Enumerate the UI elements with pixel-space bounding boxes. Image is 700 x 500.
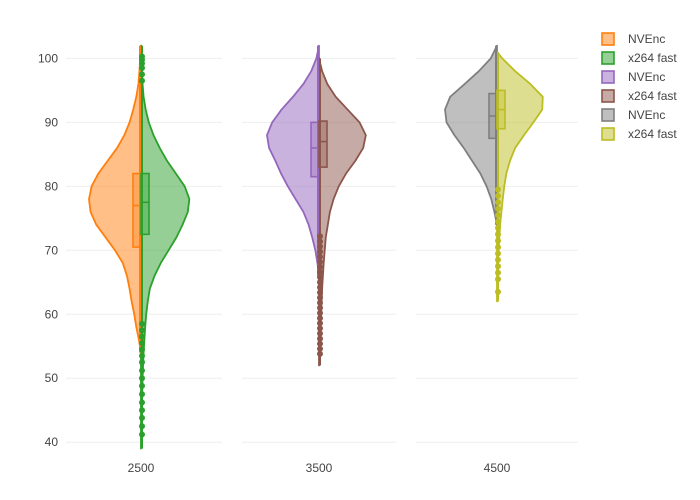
outlier-point-x264-fast-3500-4[interactable] [317, 335, 323, 342]
outlier-point-x264-fast-2500-2[interactable] [139, 423, 145, 430]
outlier-point-x264-fast-4500-15[interactable] [495, 192, 501, 199]
box-nvenc-3500[interactable] [310, 121, 320, 178]
outlier-point-x264-fast-4500-7[interactable] [495, 244, 501, 251]
outlier-point-x264-fast-3500-17[interactable] [317, 269, 323, 276]
outlier-point-x264-fast-4500-12[interactable] [495, 212, 501, 219]
outlier-point-x264-fast-3500-6[interactable] [317, 325, 323, 332]
outlier-point-x264-fast-2500-15[interactable] [139, 327, 145, 334]
outlier-point-x264-fast-3500-9[interactable] [317, 309, 323, 316]
outlier-point-x264-fast-2500-1[interactable] [139, 431, 145, 438]
outlier-point-x264-fast-3500-22[interactable] [317, 243, 323, 250]
outlier-point-x264-fast-4500-2[interactable] [495, 276, 501, 283]
legend-label-x264-fast-6[interactable]: x264 fast [628, 127, 677, 141]
outlier-point-x264-fast-2500-17[interactable] [139, 77, 145, 84]
legend[interactable]: NVEnc x264 fast NVEnc x264 fast NVEnc x264 fa… [601, 32, 677, 141]
outlier-point-x264-fast-4500-6[interactable] [495, 250, 501, 257]
legend-label-nvenc-3[interactable]: NVEnc [628, 70, 665, 84]
legend-label-nvenc-5[interactable]: NVEnc [628, 108, 665, 122]
outlier-point-x264-fast-3500-12[interactable] [317, 294, 323, 301]
outlier-point-x264-fast-4500-8[interactable] [495, 237, 501, 244]
outlier-point-x264-fast-2500-16[interactable] [139, 320, 145, 327]
axes: 40 50 60 70 80 90 100 2500 3500 4500 [38, 51, 511, 475]
box-plots [132, 45, 506, 449]
outlier-point-x264-fast-2500-13[interactable] [139, 340, 145, 347]
outlier-point-x264-fast-4500-13[interactable] [495, 205, 501, 212]
outlier-point-x264-fast-3500-2[interactable] [317, 345, 323, 352]
violin-x264-fast-2500[interactable] [140, 44, 191, 450]
outlier-point-x264-fast-4500-1[interactable] [495, 288, 501, 295]
outlier-point-x264-fast-4500-9[interactable] [495, 231, 501, 238]
outlier-point-x264-fast-4500-14[interactable] [495, 199, 501, 206]
outlier-point-x264-fast-3500-18[interactable] [317, 263, 323, 270]
y-tick-label-40: 40 [45, 435, 59, 449]
violin-x264-fast-4500[interactable] [496, 51, 544, 303]
outlier-point-x264-fast-2500-10[interactable] [139, 359, 145, 366]
y-tick-label-50: 50 [45, 371, 59, 385]
outlier-point-x264-fast-3500-21[interactable] [317, 248, 323, 255]
outlier-point-x264-fast-4500-11[interactable] [495, 218, 501, 225]
legend-swatch-x264-fast-6[interactable] [601, 127, 615, 141]
outlier-point-x264-fast-2500-18[interactable] [139, 71, 145, 78]
x-tick-label-2500: 2500 [128, 461, 155, 475]
outlier-point-x264-fast-3500-24[interactable] [317, 233, 323, 240]
violin-nvenc-4500[interactable] [444, 44, 498, 226]
outlier-point-x264-fast-3500-13[interactable] [317, 289, 323, 296]
violin-nvenc-3500[interactable] [266, 44, 320, 277]
legend-label-nvenc-1[interactable]: NVEnc [628, 32, 665, 46]
outlier-point-x264-fast-3500-5[interactable] [317, 330, 323, 337]
violins [88, 44, 544, 450]
legend-label-x264-fast-2[interactable]: x264 fast [628, 51, 677, 65]
outlier-point-x264-fast-2500-14[interactable] [139, 333, 145, 340]
outlier-point-x264-fast-4500-3[interactable] [495, 269, 501, 276]
outlier-point-x264-fast-2500-3[interactable] [139, 414, 145, 421]
violin-nvenc-2500[interactable] [88, 44, 142, 354]
outlier-point-x264-fast-2500-19[interactable] [139, 64, 145, 71]
outlier-point-x264-fast-3500-1[interactable] [317, 350, 323, 357]
legend-swatch-x264-fast-2[interactable] [601, 51, 615, 65]
outlier-points [139, 53, 501, 438]
outlier-point-x264-fast-3500-10[interactable] [317, 304, 323, 311]
violin-x264-fast-3500[interactable] [318, 57, 367, 367]
outlier-point-x264-fast-3500-16[interactable] [317, 274, 323, 281]
outlier-point-x264-fast-3500-15[interactable] [317, 279, 323, 286]
legend-swatch-nvenc-1[interactable] [601, 32, 615, 46]
x-tick-label-4500: 4500 [484, 461, 511, 475]
box-x264-fast-3500[interactable] [318, 120, 328, 168]
legend-swatch-x264-fast-4[interactable] [601, 89, 615, 103]
outlier-point-x264-fast-4500-5[interactable] [495, 256, 501, 263]
outlier-point-x264-fast-2500-5[interactable] [139, 399, 145, 406]
outlier-point-x264-fast-3500-19[interactable] [317, 258, 323, 265]
x-tick-label-3500: 3500 [306, 461, 333, 475]
outlier-point-x264-fast-2500-6[interactable] [139, 391, 145, 398]
box-nvenc-2500[interactable] [132, 172, 142, 248]
outlier-point-x264-fast-2500-8[interactable] [139, 375, 145, 382]
y-tick-label-70: 70 [45, 243, 59, 257]
outlier-point-x264-fast-3500-11[interactable] [317, 299, 323, 306]
outlier-point-x264-fast-3500-3[interactable] [317, 340, 323, 347]
outlier-point-x264-fast-3500-8[interactable] [317, 315, 323, 322]
outlier-point-x264-fast-4500-16[interactable] [495, 186, 501, 193]
outlier-point-x264-fast-3500-7[interactable] [317, 320, 323, 327]
outlier-point-x264-fast-4500-10[interactable] [495, 224, 501, 231]
outlier-point-x264-fast-2500-7[interactable] [139, 382, 145, 389]
outlier-point-x264-fast-4500-4[interactable] [495, 263, 501, 270]
outlier-point-x264-fast-2500-4[interactable] [139, 407, 145, 414]
legend-swatch-nvenc-3[interactable] [601, 70, 615, 84]
y-tick-label-80: 80 [45, 179, 59, 193]
y-tick-label-60: 60 [45, 307, 59, 321]
outlier-point-x264-fast-2500-11[interactable] [139, 352, 145, 359]
outlier-point-x264-fast-2500-9[interactable] [139, 367, 145, 374]
legend-swatch-nvenc-5[interactable] [601, 108, 615, 122]
legend-label-x264-fast-4[interactable]: x264 fast [628, 89, 677, 103]
outlier-point-x264-fast-3500-20[interactable] [317, 253, 323, 260]
outlier-point-x264-fast-2500-22[interactable] [139, 53, 145, 60]
outlier-point-x264-fast-3500-14[interactable] [317, 284, 323, 291]
y-tick-label-90: 90 [45, 115, 59, 129]
outlier-point-x264-fast-2500-12[interactable] [139, 346, 145, 353]
y-tick-label-100: 100 [38, 51, 58, 65]
outlier-point-x264-fast-3500-23[interactable] [317, 238, 323, 245]
box-x264-fast-2500[interactable] [140, 172, 150, 236]
